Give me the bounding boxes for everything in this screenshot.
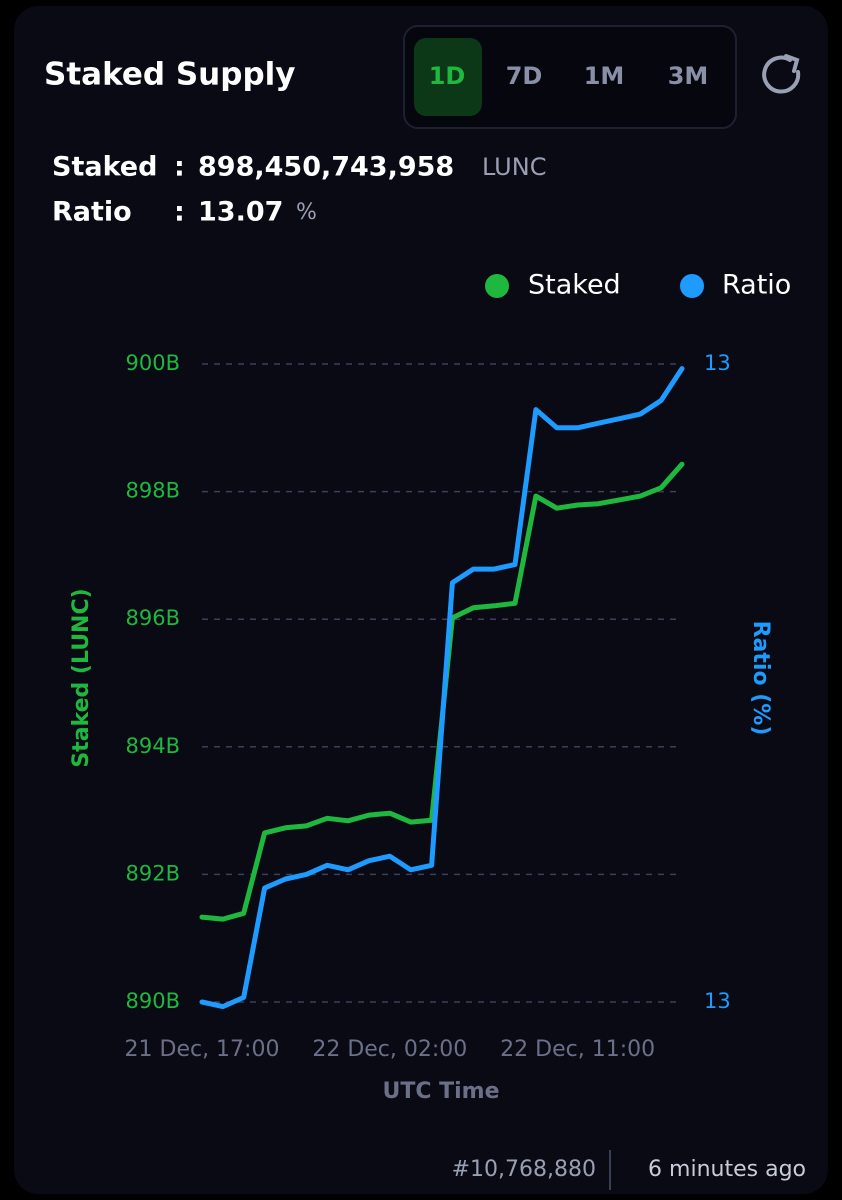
y-axis-title: Staked (LUNC) bbox=[69, 588, 94, 767]
x-tick-label: 21 Dec, 17:00 bbox=[125, 1037, 280, 1062]
tab-button[interactable]: 7D bbox=[506, 62, 543, 90]
y-tick-label: 898B bbox=[126, 479, 181, 503]
title: Staked Supply bbox=[44, 57, 295, 93]
tab-button[interactable]: 1M bbox=[584, 62, 625, 90]
tab-group bbox=[403, 25, 737, 129]
ratio-unit: % bbox=[296, 200, 317, 225]
series-line bbox=[199, 366, 685, 1010]
y2-axis-title: Ratio (%) bbox=[748, 621, 773, 736]
x-axis-title: UTC Time bbox=[382, 1079, 499, 1104]
legend-label: Ratio bbox=[722, 270, 791, 301]
y-tick-label: 892B bbox=[126, 861, 181, 885]
ratio-value: 13.07 bbox=[198, 197, 283, 228]
legend-marker bbox=[485, 274, 509, 298]
y2-tick-label: 13 bbox=[704, 351, 731, 375]
y-tick-label: 890B bbox=[126, 989, 181, 1013]
card bbox=[14, 6, 828, 1194]
tab-label: 3M bbox=[668, 62, 709, 90]
legend-marker bbox=[680, 274, 704, 298]
staked-unit: LUNC bbox=[482, 153, 546, 181]
x-tick-label: 22 Dec, 02:00 bbox=[312, 1037, 467, 1062]
tab-button[interactable]: 3M bbox=[668, 62, 709, 90]
refresh-button[interactable] bbox=[762, 54, 801, 94]
x-tick-label: 22 Dec, 11:00 bbox=[500, 1037, 655, 1062]
refresh-icon bbox=[762, 55, 801, 94]
tab-button[interactable]: 1D bbox=[414, 38, 482, 116]
tab-active-bg bbox=[414, 38, 482, 116]
separator: : bbox=[174, 152, 185, 183]
y-tick-label: 896B bbox=[126, 606, 181, 630]
refresh-arrow bbox=[784, 54, 800, 73]
y2-tick-label: 13 bbox=[704, 989, 731, 1013]
ratio-label: Ratio bbox=[52, 197, 132, 228]
tab-label: 1D bbox=[429, 62, 466, 90]
y-tick-label: 894B bbox=[126, 734, 181, 758]
block-number: #10,768,880 bbox=[452, 1157, 596, 1182]
y-tick-label: 900B bbox=[126, 351, 181, 375]
legend-label: Staked bbox=[528, 270, 621, 301]
tab-label: 1M bbox=[584, 62, 625, 90]
staked-label: Staked bbox=[52, 152, 157, 183]
staked-value: 898,450,743,958 bbox=[198, 152, 454, 183]
tab-label: 7D bbox=[506, 62, 543, 90]
separator: : bbox=[174, 197, 185, 228]
update-age: 6 minutes ago bbox=[648, 1157, 806, 1182]
